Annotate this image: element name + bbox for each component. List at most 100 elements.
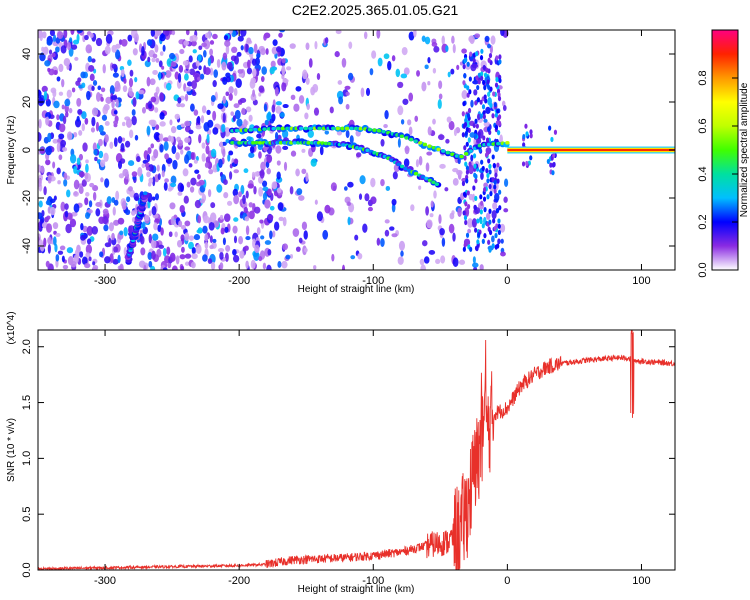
spectrogram-cell <box>244 245 249 251</box>
spectrogram-cell <box>223 213 231 222</box>
spectrogram-cell <box>441 35 445 45</box>
spectrogram-cell <box>474 195 478 201</box>
spectrogram-cell <box>279 112 285 118</box>
spectrogram-cell <box>104 134 109 143</box>
spectrogram-cell <box>207 57 212 67</box>
spectrogram-cell <box>273 221 280 231</box>
spectrogram-cell <box>103 152 109 163</box>
spectrogram-cell <box>385 185 391 192</box>
spectrogram-cell <box>223 179 228 186</box>
spectrogram-cell <box>153 132 161 141</box>
spectrogram-cell <box>109 85 115 96</box>
spectrogram-cell <box>216 59 221 68</box>
spectrogram-cell <box>246 37 252 44</box>
spectrogram-cell <box>91 107 99 117</box>
spectrogram-cell <box>188 235 195 241</box>
spectrogram-cell <box>467 107 472 114</box>
spectrogram-cell <box>233 103 240 109</box>
spectrogram-cell <box>348 41 353 50</box>
spectrogram-cell <box>498 59 502 65</box>
spectrogram-cell <box>120 142 125 152</box>
spectrogram-cell <box>497 238 501 245</box>
snr-x-label: Height of straight line (km) <box>298 584 415 595</box>
spectrogram-cell <box>174 231 178 238</box>
spectrogram-cell <box>497 95 502 102</box>
spectrogram-cell <box>154 193 160 201</box>
spectrogram-cell <box>182 168 189 177</box>
spectrogram-cell <box>441 237 446 247</box>
spectrogram-cell <box>150 30 156 37</box>
spectrogram-cell <box>494 112 498 118</box>
spectrogram-cell <box>307 129 314 138</box>
spectrogram-cell <box>204 162 210 168</box>
spectrogram-cell <box>383 53 390 60</box>
spectrogram-cell <box>209 244 214 250</box>
spectrogram-cell <box>476 97 481 103</box>
spectrogram-cell <box>112 72 119 78</box>
spectrogram-cell <box>57 31 64 40</box>
spectrogram-cell <box>308 58 313 68</box>
spectrogram-cell <box>230 111 234 116</box>
spectrogram-cell <box>255 68 260 77</box>
spectrogram-cell <box>465 141 469 147</box>
spectrogram-cell <box>180 183 185 192</box>
spectrogram-cell <box>304 247 308 253</box>
spectrogram-cell <box>203 215 210 224</box>
spectrogram-cell <box>100 96 104 102</box>
spectrogram-cell <box>231 46 238 54</box>
spectrogram-cell <box>286 66 292 71</box>
spectrogram-cell <box>224 226 229 233</box>
spectrogram-cell <box>480 200 484 206</box>
feature-cell <box>413 171 419 176</box>
spectrogram-cell <box>209 235 213 244</box>
feature-cell <box>349 126 354 131</box>
spectrogram-cell <box>63 172 68 180</box>
spectrogram-cell <box>184 73 189 81</box>
spectrogram-cell <box>367 206 373 212</box>
spectrogram-cell <box>51 52 56 58</box>
spectrogram-cell <box>476 113 481 121</box>
spectrogram-cell <box>497 218 501 224</box>
spectrogram-cell <box>264 199 271 209</box>
spectrogram-cell <box>337 80 343 85</box>
spectrogram-cell <box>483 72 488 78</box>
spectrogram-cell <box>102 63 106 74</box>
feature-cell <box>308 126 313 131</box>
spectrogram-cell <box>376 237 381 246</box>
spectrogram-cell <box>402 98 409 105</box>
spectrogram-cell <box>197 54 202 62</box>
spectrogram-cell <box>184 137 191 143</box>
spectrogram-cell <box>253 186 257 195</box>
spectrogram-cell <box>159 51 164 56</box>
spectrogram-cell <box>53 195 57 201</box>
spectrogram-cell <box>86 238 92 245</box>
spectrogram-cell <box>207 258 213 264</box>
spectrogram-cell <box>476 218 480 224</box>
spectrogram-cell <box>53 236 57 246</box>
spectrogram-cell <box>136 156 141 163</box>
spectrogram-cell <box>190 177 197 186</box>
spectrogram-cell <box>145 166 150 171</box>
spectrogram-cell <box>232 115 236 122</box>
spectrogram-cell <box>127 34 133 42</box>
spectrogram-cell <box>488 163 492 169</box>
spectrogram-cell <box>457 207 462 217</box>
spectrogram-cell <box>274 131 279 141</box>
spectrogram-y-label: Frequency (Hz) <box>6 116 17 185</box>
spectrogram-cell <box>472 80 479 85</box>
feature-cell <box>367 127 373 132</box>
spectrogram-cell <box>54 243 58 253</box>
spectrogram-cell <box>548 125 552 131</box>
spectrogram-cell <box>347 72 354 81</box>
spectrogram-cell <box>89 182 95 188</box>
spectrogram-cell <box>146 76 151 87</box>
spectrogram-cell <box>481 165 485 172</box>
spectrogram-cell <box>184 232 190 241</box>
spectrogram-cell <box>155 124 160 130</box>
spectrogram-cell <box>66 89 72 98</box>
spectrogram-cell <box>178 220 183 228</box>
spectrogram-cell <box>151 196 156 201</box>
spectrogram-cell <box>461 180 466 187</box>
spectrogram-cell <box>398 240 406 251</box>
spectrogram-cell <box>40 165 45 174</box>
